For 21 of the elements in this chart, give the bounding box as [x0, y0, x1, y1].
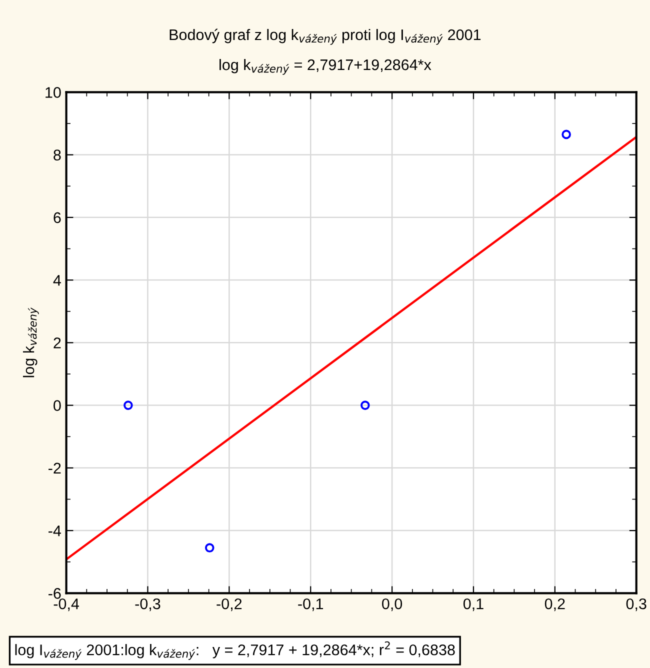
x-tick-label: -0,1	[298, 598, 324, 612]
text: log I$_{vážený}$ 2001:log k$_{vážený}$: y = 2,7917 + 19,2864*x; r$^{2}$ = 0,6838	[15, 641, 455, 660]
x-tick-label: -0,4	[54, 598, 80, 612]
y-tick-label: 10	[46, 87, 61, 98]
y-tick-label: 6	[54, 212, 61, 224]
y-tick-label: -4	[48, 526, 61, 536]
y-tick-label: 8	[54, 150, 61, 160]
x-tick-label: -0,3	[135, 598, 160, 612]
y-tick-label: 4	[53, 275, 61, 286]
x-tick-label: 0,0	[382, 598, 402, 612]
x-tick-label: 0,1	[463, 598, 484, 612]
x-tick-label: 0,2	[544, 598, 565, 612]
y-tick-label: 2	[54, 338, 61, 348]
y-tick-label: -6	[48, 588, 61, 599]
chart-subtitle: log k$_{vážený}$ = 2,7917+19,2864*x	[220, 58, 432, 75]
chart-title: Bodový graf z log k$_{vážený}$ proti log I$_{vážený}$ 2001	[170, 28, 481, 45]
x-tick-label: -0,2	[216, 598, 242, 612]
y-axis-title: log k$_{vážený}$	[23, 307, 39, 378]
y-tick-label: 0	[54, 400, 61, 411]
x-tick-label: 0,3	[626, 598, 646, 612]
y-tick-label: -2	[48, 462, 61, 474]
